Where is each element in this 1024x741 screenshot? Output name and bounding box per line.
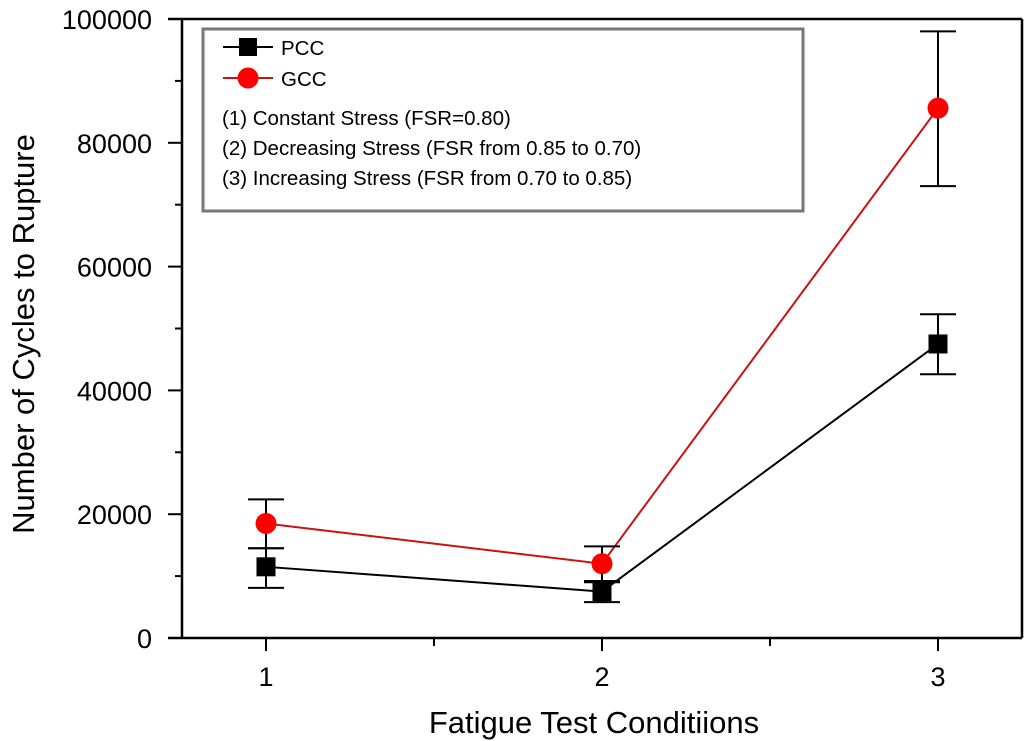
legend-note: (3) Increasing Stress (FSR from 0.70 to … bbox=[222, 167, 632, 190]
legend-label: PCC bbox=[281, 37, 324, 60]
series-gcc bbox=[248, 30, 956, 583]
legend-box bbox=[201, 27, 805, 213]
data-point-circle bbox=[927, 97, 949, 119]
data-point-circle bbox=[255, 512, 277, 534]
legend-note: (2) Decreasing Stress (FSR from 0.85 to … bbox=[222, 137, 641, 160]
data-point-square bbox=[256, 557, 276, 577]
y-tick-label: 0 bbox=[137, 624, 152, 654]
x-tick-label: 3 bbox=[930, 662, 945, 692]
data-point-square bbox=[928, 334, 948, 354]
x-tick-label: 2 bbox=[594, 662, 609, 692]
series-layer bbox=[248, 30, 956, 604]
y-axis-label: Number of Cycles to Rupture bbox=[6, 134, 41, 534]
data-point-circle bbox=[591, 553, 613, 575]
legend-note: (1) Constant Stress (FSR=0.80) bbox=[222, 107, 511, 130]
y-axis-ticks: 0 20000 40000 60000 80000 100000 bbox=[62, 5, 182, 654]
y-tick-label: 60000 bbox=[77, 253, 152, 283]
x-axis-ticks: 1 2 3 bbox=[258, 638, 946, 692]
legend-square-marker bbox=[239, 38, 257, 56]
data-point-square bbox=[592, 582, 612, 602]
x-axis-label: Fatigue Test Conditiions bbox=[429, 705, 759, 740]
plot-frame bbox=[168, 17, 1024, 640]
x-tick-label: 1 bbox=[258, 662, 273, 692]
y-tick-label: 80000 bbox=[77, 129, 152, 159]
legend-label: GCC bbox=[281, 68, 327, 91]
y-tick-label: 100000 bbox=[62, 5, 152, 35]
y-tick-label: 20000 bbox=[77, 500, 152, 530]
legend: PCC GCC (1) Constant Stress (FSR=0.80) (2) … bbox=[201, 27, 805, 213]
y-tick-label: 40000 bbox=[77, 376, 152, 406]
legend-circle-marker bbox=[237, 67, 259, 89]
